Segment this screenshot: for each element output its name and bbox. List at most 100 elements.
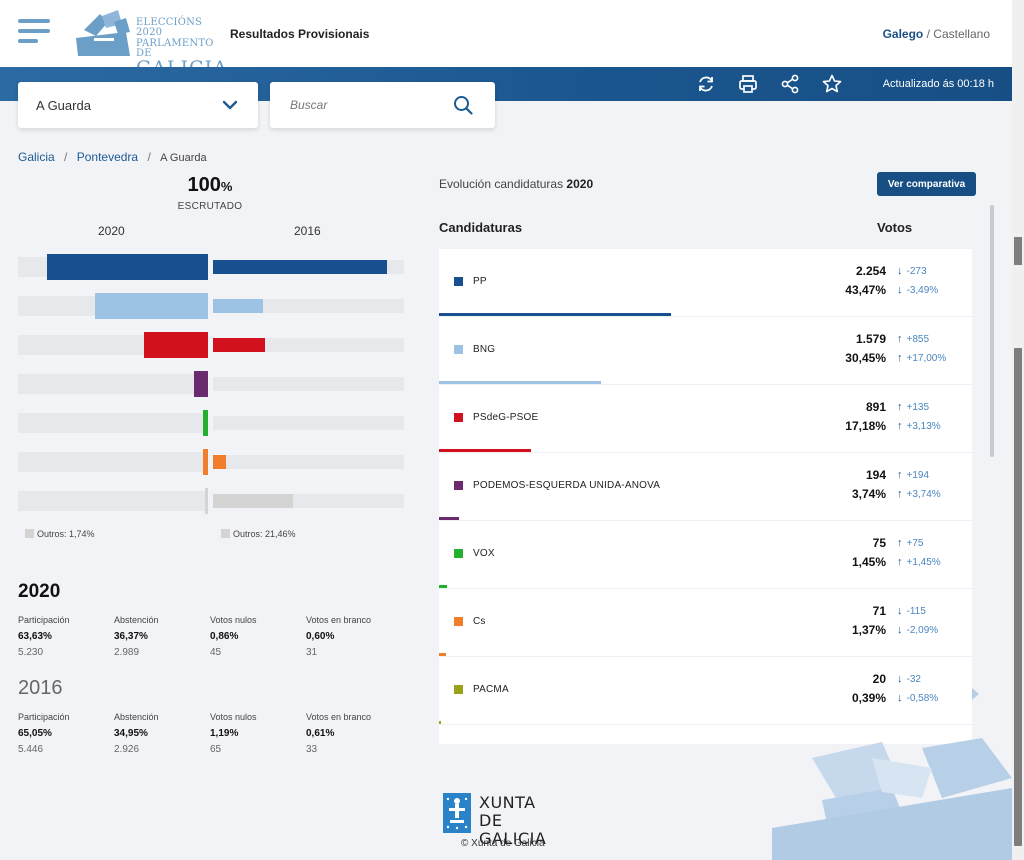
bar-2020-bng[interactable] [95,293,208,319]
logo-line2: PARLAMENTO DE [136,38,214,59]
stat-percent: 34,95% [114,728,148,739]
lang-separator: / [926,27,930,41]
arrow-up-icon: ↑ [897,420,903,432]
percent-change-value: +1,45% [906,557,941,568]
outros-left-label: Outros: 1,74% [37,529,95,539]
party-share-bar [439,313,671,316]
outros-left: Outros: 1,74% [25,529,95,539]
party-name: PACMA [473,684,509,695]
arrow-up-icon: ↑ [897,488,903,500]
party-votes: 891 [865,400,886,414]
candidate-row[interactable]: PP 2.254 43,47% ↓ -273 ↓ -3,49% [439,249,972,317]
search-input[interactable] [290,95,440,115]
percent-change-value: +17,00% [906,353,947,364]
outros-swatch [25,529,34,538]
lang-galego[interactable]: Galego [882,27,924,41]
share-icon[interactable] [780,74,800,94]
star-icon[interactable] [822,74,842,94]
list-scrollbar[interactable] [990,205,994,457]
elections-logo[interactable]: ELECCIÓNS 2020 PARLAMENTO DE GALICIA [74,8,227,78]
percent-change-value: -2,09% [906,625,939,636]
votes-change: ↓ -273 [897,265,927,277]
search-icon[interactable] [453,95,473,115]
votes-change: ↑ +194 [897,469,929,481]
candidate-row[interactable]: BNG 1.579 30,45% ↑ +855 ↑ +17,00% [439,317,972,385]
bar-2016-cs[interactable] [213,455,226,469]
comparison-track-left [18,452,208,472]
comparison-row [18,371,404,397]
party-name: PODEMOS-ESQUERDA UNIDA-ANOVA [473,480,661,491]
percent-change-value: -0,58% [906,693,939,704]
stat-percent: 65,05% [18,728,52,739]
percent-change: ↑ +3,13% [897,420,941,432]
candidate-row[interactable]: PACMA 20 0,39% ↓ -32 ↓ -0,58% [439,657,972,725]
breadcrumb-pontevedra[interactable]: Pontevedra [76,150,139,164]
votes-change: ↓ -115 [897,605,926,617]
bar-2020-pp[interactable] [46,254,208,280]
outros-right: Outros: 21,46% [221,529,296,539]
stat-label: Votos nulos [210,615,257,625]
percent-change-value: +3,74% [906,489,941,500]
candidate-row[interactable]: Cs 71 1,37% ↓ -115 ↓ -2,09% [439,589,972,657]
arrow-down-icon: ↓ [897,673,903,685]
breadcrumb-galicia[interactable]: Galicia [18,150,55,164]
arrow-down-icon: ↓ [897,605,903,617]
comparison-row [18,332,404,358]
page-scrollbar[interactable] [1012,0,1024,860]
comparison-chart [18,254,404,527]
comparison-track-left [18,374,208,394]
xunta-logo[interactable]: XUNTA DE GALICIA [443,793,573,848]
percent-change: ↑ +17,00% [897,352,946,364]
xunta-logo-text: XUNTA DE GALICIA [479,794,573,848]
candidate-row[interactable]: VOX 75 1,45% ↑ +75 ↑ +1,45% [439,521,972,589]
bar-2020-cs[interactable] [202,449,208,475]
votes-header: Votos [877,220,913,235]
party-color-swatch [454,685,463,694]
stat-count: 2.989 [114,647,140,658]
candidate-row[interactable]: PODEMOS-ESQUERDA UNIDA-ANOVA 194 3,74% ↑ +19… [439,453,972,521]
copyright-text: Xunta de Galicia [471,838,545,849]
votes-change-value: +75 [906,538,924,549]
scroll-right-arrow-icon[interactable] [972,688,979,700]
comparison-row [18,254,404,280]
party-votes: 75 [872,536,886,550]
menu-icon[interactable] [18,19,50,47]
party-name: PSdeG-PSOE [473,412,539,423]
bar-2016-bng[interactable] [213,299,263,313]
breadcrumb-separator: / [147,150,151,164]
lang-castellano[interactable]: Castellano [933,27,990,41]
stat-percent: 0,86% [210,631,239,642]
evolution-title-year: 2020 [566,177,594,191]
xunta-logo-line2: DE GALICIA [479,811,547,848]
page-title: Resultados Provisionais [230,27,370,41]
arrow-up-icon: ↑ [897,401,903,413]
bar-2016-psdeg-psoe[interactable] [213,338,266,352]
stat-percent: 1,19% [210,728,239,739]
bar-2020-podemos-esquerda-unida-anova[interactable] [194,371,208,397]
bar-2020-vox[interactable] [202,410,208,436]
stat-percent: 0,61% [306,728,335,739]
votes-change-value: -273 [906,266,927,277]
party-name: PP [473,276,487,287]
comparison-track-right [213,455,404,469]
arrow-up-icon: ↑ [897,352,903,364]
print-icon[interactable] [738,74,758,94]
bar-2016-outros[interactable] [213,494,293,508]
party-percent: 30,45% [845,351,886,365]
bar-2016-pp[interactable] [213,260,387,274]
stat-abstenci-n: Abstención 34,95% 2.926 [114,712,204,755]
stat-label: Votos en branco [306,712,372,722]
bar-2020-outros[interactable] [205,488,208,514]
arrow-up-icon: ↑ [897,469,903,481]
stat-label: Votos nulos [210,712,257,722]
percent-change: ↑ +3,74% [897,488,941,500]
view-comparison-button[interactable]: Ver comparativa [877,172,976,196]
stat-votos-nulos: Votos nulos 0,86% 45 [210,615,300,658]
candidate-row[interactable]: PSdeG-PSOE 891 17,18% ↑ +135 ↑ +3,13% [439,385,972,453]
stat-label: Participación [18,615,70,625]
bar-2020-psdeg-psoe[interactable] [144,332,208,358]
scrollbar-thumb[interactable] [1014,348,1022,846]
municipality-select[interactable]: A Guarda [18,82,258,128]
party-color-swatch [454,413,463,422]
refresh-icon[interactable] [696,74,716,94]
